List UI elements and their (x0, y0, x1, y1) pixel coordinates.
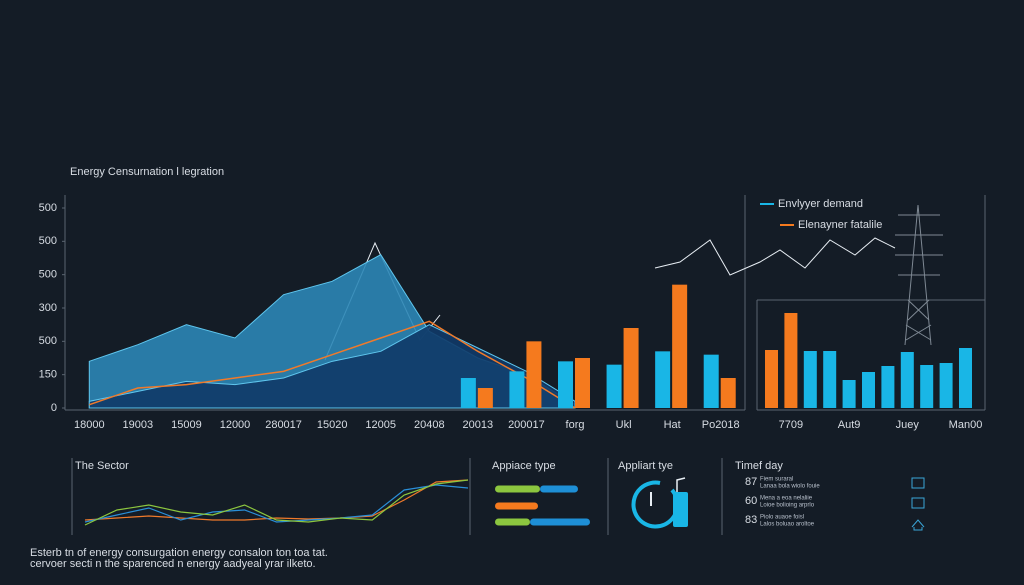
caption: Esterb tn of energy consurgation energy … (30, 547, 328, 559)
bar (803, 351, 817, 408)
y-tick-label: 300 (39, 302, 57, 314)
bar (655, 351, 671, 408)
y-tick-label: 500 (39, 202, 57, 214)
list-value: 60 (745, 495, 757, 507)
trend-line (654, 237, 896, 276)
panel-title: Appliart tye (618, 460, 673, 472)
bar (703, 354, 719, 408)
list-text: Piolo auaoe foisl (760, 515, 804, 521)
x-tick-label: Hat (664, 419, 681, 431)
bar-segment (530, 518, 590, 526)
list-text: Loioe bolioing arprlo (760, 503, 815, 509)
x-tick-label: 19003 (123, 419, 154, 431)
x-tick-label: Man00 (949, 419, 983, 431)
panel-title: The Sector (75, 460, 129, 472)
x-tick-label: 200017 (508, 419, 545, 431)
x-tick-label: 7709 (779, 419, 803, 431)
list-value: 83 (745, 514, 757, 526)
bar-segment (495, 485, 540, 493)
x-tick-label: 12000 (220, 419, 251, 431)
line (84, 479, 469, 526)
legend-label: Elenayner fatalile (798, 219, 882, 231)
y-tick-label: 500 (39, 235, 57, 247)
bar (672, 284, 688, 408)
x-tick-label: Ukl (616, 419, 632, 431)
bar (575, 358, 590, 408)
x-tick-label: Juey (896, 419, 920, 431)
list-icons (911, 477, 925, 531)
x-tick-label: Po2018 (702, 419, 740, 431)
list-value: 87 (745, 476, 757, 488)
gauge-icon (631, 477, 688, 529)
x-tick-label: Aut9 (838, 419, 861, 431)
x-tick-label: 280017 (265, 419, 302, 431)
list-text: Lalos boluao aroltoe (760, 522, 815, 528)
bar (526, 341, 542, 408)
bar (558, 361, 573, 408)
bar (477, 388, 493, 408)
list-text: Lanaa bola wiolo fouie (760, 484, 820, 490)
y-tick-label: 0 (51, 402, 57, 414)
bar (720, 378, 736, 408)
bar (623, 328, 639, 408)
bar (920, 365, 934, 408)
bar (823, 351, 837, 408)
line (84, 479, 469, 521)
bar (881, 366, 895, 408)
bar (862, 372, 875, 408)
bar-segment (495, 502, 538, 510)
bar (959, 348, 972, 408)
x-tick-label: 18000 (74, 419, 105, 431)
x-tick-label: 20408 (414, 419, 445, 431)
bar (784, 313, 798, 408)
x-tick-label: 20013 (463, 419, 494, 431)
bar (606, 364, 622, 408)
list-text: Fiem suraral (760, 477, 793, 483)
x-tick-label: forg (566, 419, 585, 431)
pylon-icon (895, 204, 943, 346)
line (89, 320, 576, 409)
caption: cervoer secti n the sparenced n energy a… (30, 558, 316, 570)
y-tick-label: 150 (39, 369, 57, 381)
panel-title: Timef day (735, 460, 783, 472)
bar (509, 371, 525, 408)
chart-title: Energy Censurnation l legration (70, 166, 224, 178)
bar-segment (540, 485, 578, 493)
x-tick-label: 15020 (317, 419, 348, 431)
x-tick-label: 12005 (365, 419, 396, 431)
line (84, 484, 469, 523)
bar (460, 378, 476, 408)
list-text: Mena a eoa nelaliie (760, 496, 813, 502)
y-tick-label: 500 (39, 269, 57, 281)
bar (842, 380, 856, 408)
x-tick-label: 15009 (171, 419, 202, 431)
bar (939, 363, 953, 408)
y-tick-label: 500 (39, 335, 57, 347)
bar (900, 352, 914, 408)
panel-title: Appiace type (492, 460, 556, 472)
bar (765, 350, 778, 408)
bar-segment (495, 518, 530, 526)
legend-label: Envlyyer demand (778, 198, 863, 210)
